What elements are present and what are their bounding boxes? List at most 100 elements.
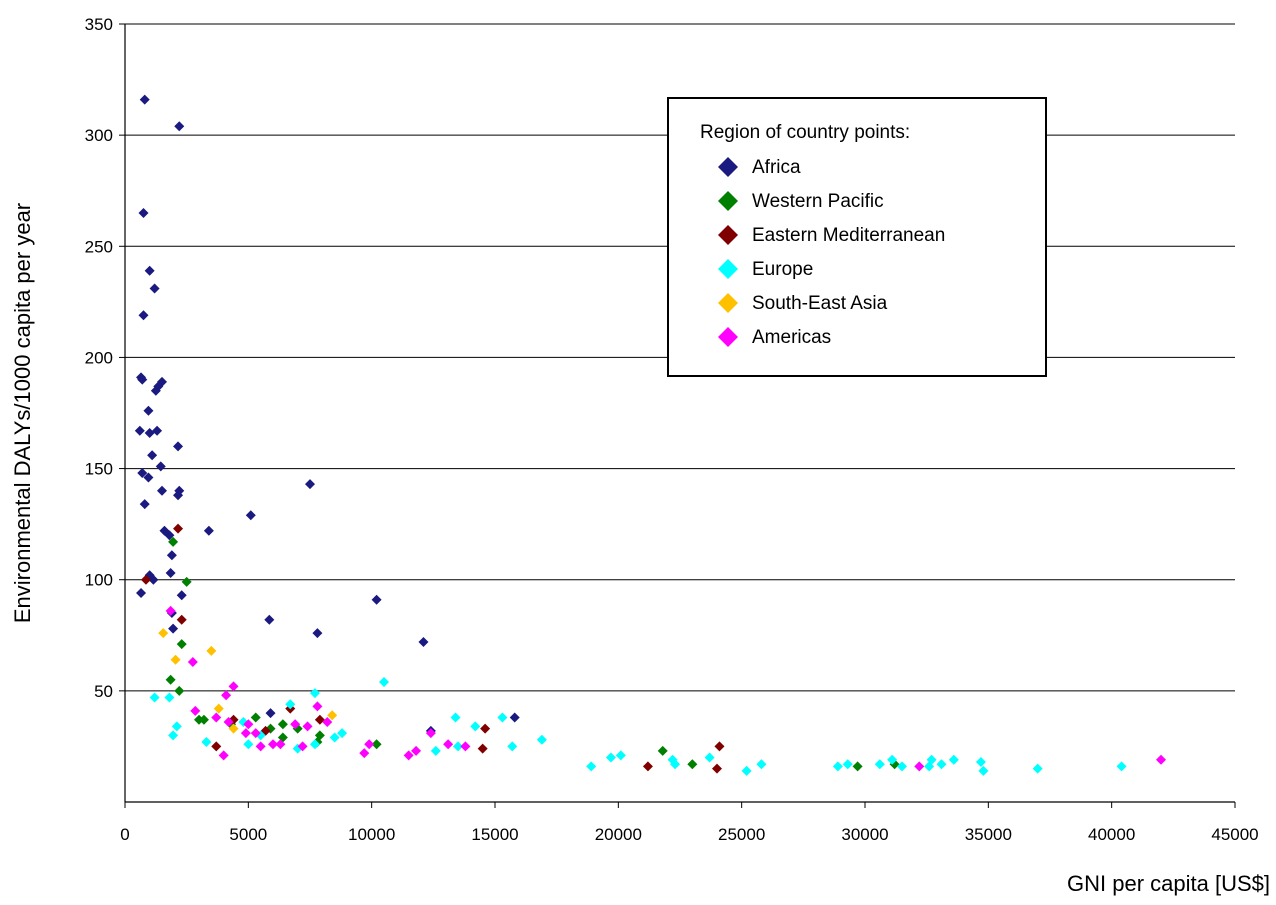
data-point	[756, 759, 767, 770]
data-point	[1032, 763, 1043, 774]
data-point	[329, 732, 340, 743]
data-point	[144, 428, 155, 439]
data-point	[176, 590, 187, 601]
data-point	[657, 745, 668, 756]
data-point	[887, 754, 898, 765]
x-tick-label: 20000	[595, 825, 642, 844]
data-point	[173, 441, 184, 452]
legend-marker	[718, 259, 738, 279]
data-point	[139, 499, 150, 510]
data-point	[228, 723, 239, 734]
data-point	[443, 739, 454, 750]
data-point	[152, 425, 163, 436]
legend-entry: Eastern Mediterranean	[752, 225, 945, 246]
data-point	[187, 656, 198, 667]
series-europe	[149, 676, 1127, 776]
data-point	[250, 712, 261, 723]
data-point	[170, 654, 181, 665]
legend-entry: Europe	[752, 259, 813, 280]
legend-entry: Western Pacific	[752, 191, 884, 212]
data-point	[926, 754, 937, 765]
data-point	[137, 468, 148, 479]
data-point	[176, 614, 187, 625]
legend-items: Africa Western Pacific Eastern Mediterrane…	[718, 157, 945, 348]
y-axis-title: Environmental DALYs/1000 capita per year	[10, 203, 35, 623]
data-point	[149, 283, 160, 294]
y-tick-label: 250	[85, 237, 113, 256]
y-tick-label: 200	[85, 348, 113, 367]
data-point	[605, 752, 616, 763]
data-point	[265, 708, 276, 719]
x-tick-label: 35000	[965, 825, 1012, 844]
data-point	[134, 425, 145, 436]
data-point	[615, 750, 626, 761]
data-point	[450, 712, 461, 723]
data-point	[148, 574, 159, 585]
data-point	[221, 690, 232, 701]
data-point	[948, 754, 959, 765]
data-points	[134, 94, 1166, 776]
data-point	[1116, 761, 1127, 772]
y-tick-label: 100	[85, 571, 113, 590]
data-point	[477, 743, 488, 754]
data-point	[285, 699, 296, 710]
data-point	[201, 736, 212, 747]
data-point	[322, 716, 333, 727]
x-tick-label: 0	[120, 825, 129, 844]
data-point	[157, 485, 167, 496]
data-point	[874, 759, 885, 770]
legend: Region of country points: Africa Western …	[667, 97, 1047, 377]
data-point	[842, 759, 853, 770]
data-point	[206, 645, 217, 656]
x-tick-label: 45000	[1211, 825, 1258, 844]
axes	[119, 23, 1236, 808]
data-point	[586, 761, 597, 772]
data-point	[255, 730, 266, 741]
legend-entry: Africa	[752, 157, 801, 178]
data-point	[480, 723, 491, 734]
data-point	[642, 761, 653, 772]
data-point	[198, 714, 209, 725]
legend-entry: South-East Asia	[752, 293, 888, 314]
data-point	[364, 739, 375, 750]
data-point	[166, 550, 177, 561]
data-point	[371, 594, 382, 605]
data-point	[243, 719, 254, 730]
legend-entry: Americas	[752, 327, 831, 348]
data-point	[914, 761, 925, 772]
data-point	[712, 763, 722, 774]
data-point	[218, 750, 229, 761]
series-americas	[165, 605, 1166, 772]
data-point	[243, 739, 254, 750]
data-point	[174, 685, 185, 696]
data-point	[312, 628, 323, 639]
x-tick-labels: 0 5000 10000 15000 20000 25000 30000 35000 40000…	[120, 825, 1258, 844]
data-point	[470, 721, 481, 732]
x-tick-label: 25000	[718, 825, 765, 844]
y-tick-label: 50	[94, 682, 113, 701]
data-point	[168, 536, 179, 547]
x-axis-title: GNI per capita [US$]	[1067, 871, 1270, 896]
data-point	[149, 692, 160, 703]
data-point	[411, 745, 422, 756]
data-point	[250, 728, 261, 739]
data-point	[275, 739, 286, 750]
data-point	[158, 628, 169, 639]
data-point	[164, 692, 175, 703]
x-tick-label: 5000	[229, 825, 267, 844]
data-point	[704, 752, 715, 763]
data-point	[165, 674, 176, 685]
x-tick-label: 15000	[471, 825, 518, 844]
data-point	[203, 525, 214, 536]
data-point	[327, 710, 338, 721]
data-point	[536, 734, 547, 745]
data-point	[1156, 754, 1166, 765]
data-point	[425, 728, 436, 739]
data-point	[379, 676, 389, 687]
data-point	[418, 636, 429, 647]
data-point	[165, 605, 176, 616]
data-point	[174, 121, 185, 132]
data-point	[297, 741, 308, 752]
data-point	[173, 490, 184, 501]
